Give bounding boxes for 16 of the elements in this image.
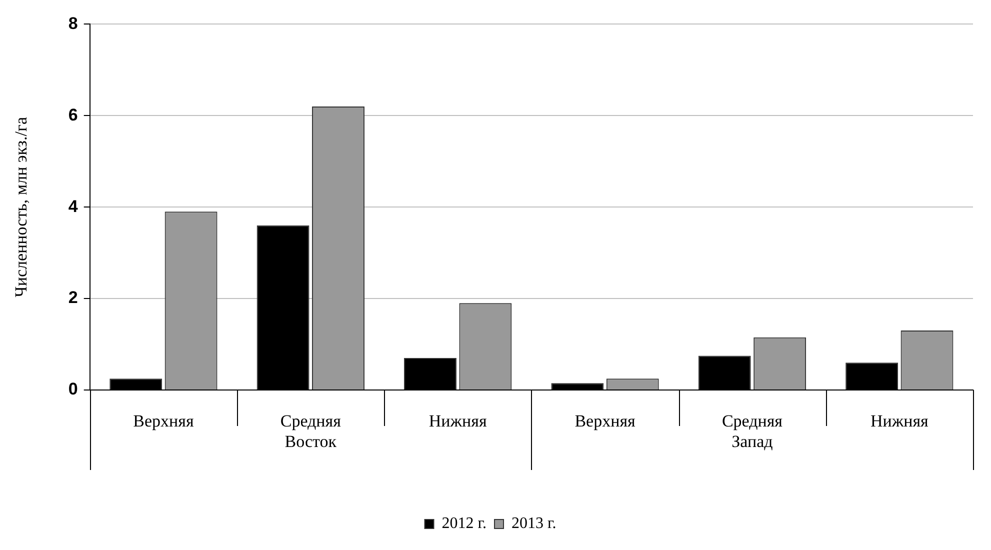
x-tick-label: Нижняя: [870, 412, 929, 431]
y-tick-label: 6: [68, 105, 78, 124]
text: Запад: [732, 432, 774, 451]
y-tick-label: 0: [68, 380, 78, 399]
y-tick-label: 4: [68, 196, 78, 216]
x-tick-label: Средняя: [280, 412, 342, 431]
x-tick-label: Средняя: [722, 412, 783, 431]
legend-label: 2012 г.: [442, 515, 487, 532]
x-tick-label: Нижняя: [428, 412, 487, 431]
y-axis-title: Численность, млн экз./га: [12, 116, 31, 298]
x-tick-label: Верхняя: [133, 412, 194, 431]
x-tick-label: Верхняя: [574, 412, 636, 431]
y-tick-label: 2: [68, 288, 78, 308]
legend-label: 2013 г.: [512, 515, 556, 532]
y-tick-label: 8: [68, 14, 78, 33]
text: Восток: [284, 432, 338, 451]
